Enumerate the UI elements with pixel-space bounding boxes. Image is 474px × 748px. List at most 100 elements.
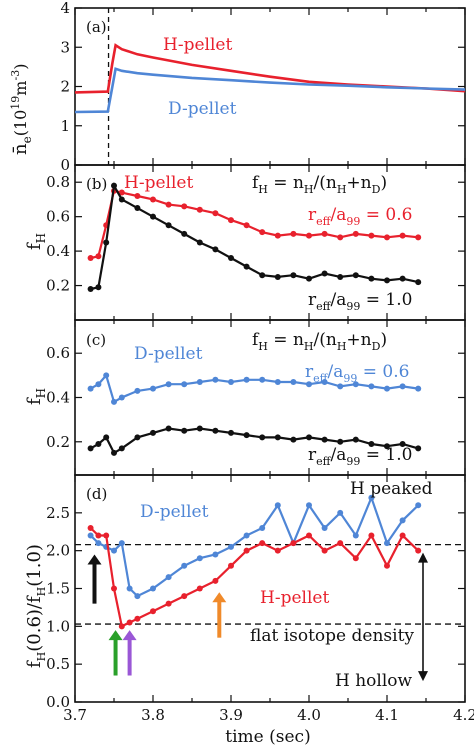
data-point bbox=[352, 555, 359, 562]
data-point bbox=[150, 196, 156, 203]
data-point bbox=[306, 434, 312, 441]
panel-c-ylabel: fH bbox=[24, 388, 48, 405]
panel-a-label: (a) bbox=[86, 18, 107, 36]
data-point bbox=[259, 540, 266, 547]
data-point bbox=[95, 532, 102, 539]
data-point bbox=[196, 555, 203, 562]
data-point bbox=[181, 381, 188, 388]
data-point bbox=[181, 593, 188, 600]
data-point bbox=[103, 239, 110, 246]
data-point bbox=[399, 275, 406, 282]
data-point bbox=[126, 585, 133, 592]
data-point bbox=[259, 524, 266, 531]
data-point bbox=[243, 532, 250, 539]
data-point bbox=[290, 272, 297, 279]
data-point bbox=[368, 275, 375, 282]
panel-c-reff06-label: reff/a99 = 0.6 bbox=[305, 362, 409, 385]
data-point bbox=[415, 547, 422, 554]
data-point bbox=[134, 593, 141, 600]
data-point bbox=[181, 427, 188, 434]
data-point bbox=[150, 608, 156, 615]
data-point bbox=[134, 387, 141, 394]
data-point bbox=[165, 425, 172, 432]
panel-b-reff06-label: reff/a99 = 0.6 bbox=[308, 205, 412, 228]
data-point bbox=[368, 383, 375, 390]
data-point bbox=[228, 543, 234, 550]
panel-c-fh-definition: fH = nH/(nH+nD) bbox=[252, 330, 387, 353]
panel-b-ytick-label: 0.2 bbox=[46, 277, 70, 295]
data-point bbox=[165, 381, 172, 388]
data-point bbox=[352, 532, 359, 539]
data-point bbox=[95, 284, 102, 291]
data-point bbox=[95, 381, 102, 388]
panel-b-ytick-label: 0.8 bbox=[46, 173, 70, 191]
data-point bbox=[165, 574, 172, 581]
data-point bbox=[415, 279, 422, 286]
data-point bbox=[337, 438, 344, 445]
data-point bbox=[384, 277, 390, 284]
data-point bbox=[212, 427, 219, 434]
data-point bbox=[150, 585, 156, 592]
panel-d-ytick-label: 0.5 bbox=[46, 655, 70, 673]
panel-b-label: (b) bbox=[86, 175, 107, 193]
panel-d-h-hollow-label: H hollow bbox=[335, 671, 413, 691]
panel-b-ylabel: fH bbox=[24, 233, 48, 250]
data-point bbox=[196, 425, 203, 432]
data-point bbox=[228, 255, 234, 261]
data-point bbox=[368, 532, 375, 539]
data-point bbox=[87, 524, 94, 531]
x-tick-label: 3.8 bbox=[141, 706, 165, 724]
panel-d-ytick-label: 1.0 bbox=[46, 617, 70, 635]
data-point bbox=[337, 509, 344, 516]
data-point bbox=[399, 532, 406, 539]
data-point bbox=[150, 385, 156, 392]
series-line bbox=[89, 527, 419, 628]
data-point bbox=[212, 577, 219, 584]
panel-d-ytick-label: 1.5 bbox=[46, 580, 70, 598]
scale-arrow-head-down bbox=[418, 671, 428, 682]
panel-c-label: (c) bbox=[86, 331, 106, 349]
data-point bbox=[228, 379, 234, 385]
data-point bbox=[111, 449, 117, 456]
data-point bbox=[415, 385, 422, 392]
data-point bbox=[111, 547, 117, 554]
data-point bbox=[399, 517, 406, 524]
panel-a: 0 1 2 3 4 bbox=[60, 0, 466, 174]
annotation-arrow-head bbox=[108, 630, 123, 641]
data-point bbox=[321, 230, 328, 237]
x-tick-label: 3.7 bbox=[63, 706, 87, 724]
panel-b-reff10-label: reff/a99 = 1.0 bbox=[308, 290, 412, 313]
data-point bbox=[118, 394, 125, 401]
panel-d-label: (d) bbox=[86, 485, 107, 503]
data-point bbox=[259, 272, 266, 279]
data-point bbox=[87, 286, 94, 292]
data-point bbox=[212, 210, 219, 217]
data-point bbox=[337, 540, 344, 547]
data-point bbox=[290, 230, 297, 237]
data-point bbox=[134, 205, 141, 212]
data-point bbox=[243, 432, 250, 439]
series-line bbox=[74, 67, 466, 114]
data-point bbox=[337, 383, 344, 390]
panel-c-ytick-label: 0.6 bbox=[46, 344, 70, 362]
data-point bbox=[352, 381, 359, 388]
data-point bbox=[118, 445, 125, 452]
data-point bbox=[321, 436, 328, 443]
x-tick-label: 3.9 bbox=[219, 706, 243, 724]
panel-b-ytick-label: 0.6 bbox=[46, 208, 70, 226]
x-axis-label: time (sec) bbox=[225, 727, 310, 747]
data-point bbox=[196, 585, 203, 592]
data-point bbox=[134, 193, 141, 199]
data-point bbox=[196, 206, 203, 213]
data-point bbox=[111, 398, 117, 405]
panel-a-ytick-label: 4 bbox=[60, 0, 70, 17]
data-point bbox=[274, 273, 281, 280]
panel-d-ytick-label: 0.0 bbox=[46, 693, 70, 711]
panel-b: 0.2 0.4 0.6 0.8 bbox=[46, 164, 466, 321]
panel-c-reff10-label: reff/a99 = 1.0 bbox=[308, 445, 412, 468]
data-point bbox=[306, 381, 312, 388]
data-point bbox=[118, 196, 125, 203]
data-point bbox=[306, 502, 312, 509]
data-point bbox=[150, 213, 156, 220]
data-point bbox=[150, 429, 156, 436]
